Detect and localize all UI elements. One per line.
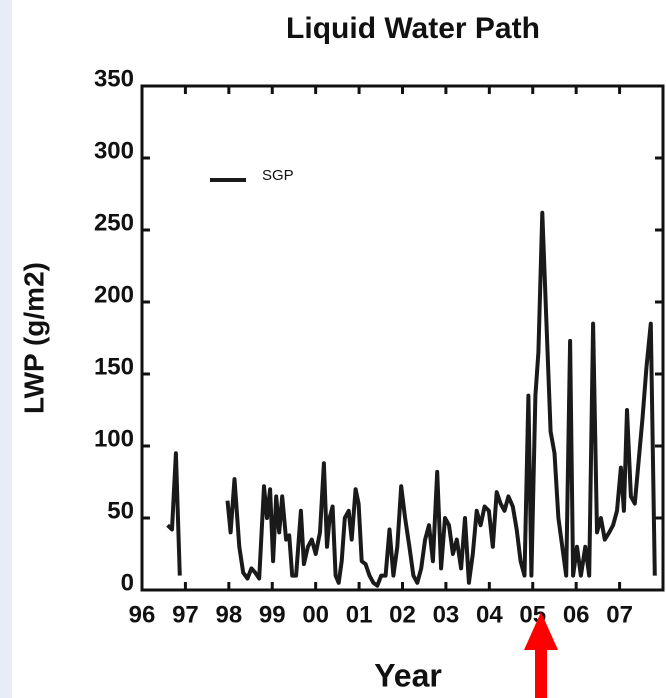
legend-label: SGP bbox=[262, 167, 294, 184]
x-tick-label: 97 bbox=[172, 601, 199, 628]
x-tick-label: 98 bbox=[215, 601, 242, 628]
y-tick-label: 100 bbox=[94, 425, 134, 452]
x-tick-label: 06 bbox=[563, 601, 590, 628]
x-tick-label: 04 bbox=[476, 601, 503, 628]
arrow-shaft bbox=[535, 648, 547, 698]
x-tick-label: 96 bbox=[129, 601, 156, 628]
annotation-arrow bbox=[524, 612, 558, 698]
x-tick-label: 01 bbox=[346, 601, 373, 628]
y-tick-label: 300 bbox=[94, 137, 134, 164]
y-tick-label: 350 bbox=[94, 65, 134, 92]
chart-background bbox=[12, 0, 666, 698]
y-axis-label: LWP (g/m2) bbox=[18, 262, 49, 414]
x-tick-label: 07 bbox=[606, 601, 633, 628]
x-axis-label: Year bbox=[374, 657, 442, 693]
x-tick-label: 02 bbox=[389, 601, 416, 628]
y-tick-label: 250 bbox=[94, 209, 134, 236]
y-tick-label: 0 bbox=[121, 569, 134, 596]
data-line bbox=[166, 210, 657, 588]
x-tick-label: 00 bbox=[302, 601, 329, 628]
arrow-head bbox=[524, 612, 558, 650]
chart-title: Liquid Water Path bbox=[286, 12, 540, 45]
x-tick-label: 99 bbox=[259, 601, 286, 628]
y-tick-label: 150 bbox=[94, 353, 134, 380]
x-tick-label: 03 bbox=[433, 601, 460, 628]
y-tick-label: 200 bbox=[94, 281, 134, 308]
y-tick-label: 50 bbox=[107, 497, 134, 524]
